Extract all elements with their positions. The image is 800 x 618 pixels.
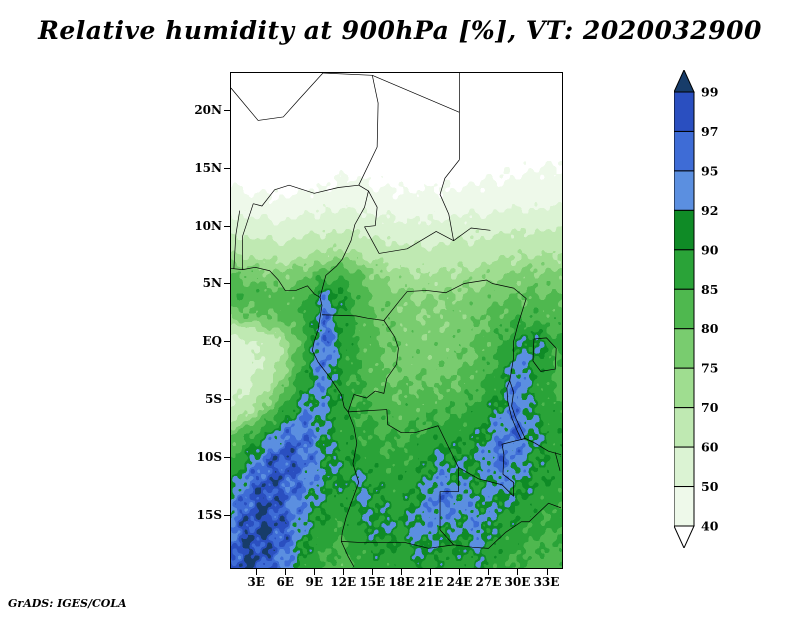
map-plot: 20N 15N 10N 5N EQ 5S 10S 15S 3E 6E 9E 12E 15E 18E 21E 2… — [194, 72, 563, 589]
y-axis-tick-mark — [224, 341, 231, 343]
x-axis-tick-mark — [256, 568, 258, 575]
x-axis-tick-mark — [285, 568, 287, 575]
y-axis-tick-label: 5S — [204, 392, 222, 407]
colorbar-segment — [673, 288, 695, 330]
x-axis-tick-mark — [430, 568, 432, 575]
chart-title: Relative humidity at 900hPa [%], VT: 202… — [38, 16, 762, 45]
x-axis-tick-mark — [343, 568, 345, 575]
y-axis-tick-label: 15S — [196, 507, 222, 522]
colorbar-tick-label: 95 — [701, 163, 718, 178]
x-axis-tick-label: 3E — [247, 575, 265, 589]
y-axis-tick-mark — [224, 110, 231, 111]
x-axis-tick-label: 15E — [359, 575, 386, 589]
y-axis-tick-mark — [224, 456, 231, 458]
colorbar-segment — [673, 328, 695, 369]
x-axis-tick-label: 9E — [305, 575, 323, 589]
colorbar-segment — [673, 209, 695, 251]
colorbar-segment — [673, 130, 695, 172]
y-axis-tick-label: 5N — [202, 276, 222, 291]
y-axis-tick-label: 15N — [194, 160, 222, 175]
y-axis-tick-label: 10S — [196, 449, 222, 464]
x-axis-tick-label: 24E — [446, 575, 473, 589]
colorbar-svg: 99 97 95 92 90 85 80 75 70 60 50 40 — [673, 68, 719, 550]
x-axis-tick-mark — [314, 568, 316, 575]
x-axis-tick-label: 21E — [417, 575, 444, 589]
colorbar-arrow-top — [673, 68, 695, 93]
colorbar-tick-label: 90 — [701, 242, 719, 257]
y-axis-tick-label: EQ — [202, 334, 222, 349]
colorbar-segment — [673, 367, 695, 409]
colorbar-arrow-bottom — [673, 525, 695, 550]
colorbar-segment — [673, 91, 695, 132]
x-axis-tick-label: 33E — [533, 575, 560, 589]
colorbar-tick-label: 99 — [701, 85, 718, 100]
x-axis-tick-label: 18E — [388, 575, 415, 589]
x-axis-tick-label: 12E — [330, 575, 357, 589]
colorbar-segment — [673, 170, 695, 211]
colorbar-segment — [673, 407, 695, 448]
x-axis-tick-mark — [488, 568, 490, 575]
x-axis-tick-mark — [546, 568, 548, 575]
y-axis-tick-mark — [224, 514, 231, 516]
x-axis-tick-mark — [401, 568, 403, 575]
y-axis-tick-mark — [224, 167, 231, 169]
colorbar-tick-label: 60 — [701, 440, 719, 455]
x-axis-tick-label: 27E — [475, 575, 502, 589]
colorbar: 99 97 95 92 90 85 80 75 70 60 50 40 — [673, 68, 734, 550]
map-canvas — [231, 73, 562, 568]
grads-footer: GrADS: IGES/COLA — [8, 597, 127, 610]
y-axis-tick-mark — [224, 225, 231, 227]
colorbar-segment — [673, 486, 695, 527]
colorbar-segment — [673, 446, 695, 488]
y-axis-tick-label: 20N — [194, 103, 222, 117]
x-axis-tick-mark — [372, 568, 374, 575]
colorbar-tick-label: 92 — [701, 203, 718, 218]
y-axis-tick-label: 10N — [194, 218, 222, 233]
colorbar-tick-label: 85 — [701, 282, 718, 297]
x-axis-tick-mark — [517, 568, 519, 575]
x-axis-tick-label: 6E — [276, 575, 294, 589]
x-axis-tick-label: 30E — [504, 575, 531, 589]
colorbar-tick-label: 40 — [701, 519, 719, 534]
x-axis-tick-mark — [459, 568, 461, 575]
colorbar-tick-label: 70 — [701, 400, 719, 415]
y-axis-tick-mark — [224, 399, 231, 401]
colorbar-segment — [673, 249, 695, 290]
y-axis-tick-mark — [224, 283, 231, 285]
colorbar-tick-label: 80 — [701, 321, 719, 336]
colorbar-tick-label: 75 — [701, 361, 718, 376]
colorbar-tick-label: 97 — [701, 124, 718, 139]
colorbar-tick-label: 50 — [701, 479, 719, 494]
